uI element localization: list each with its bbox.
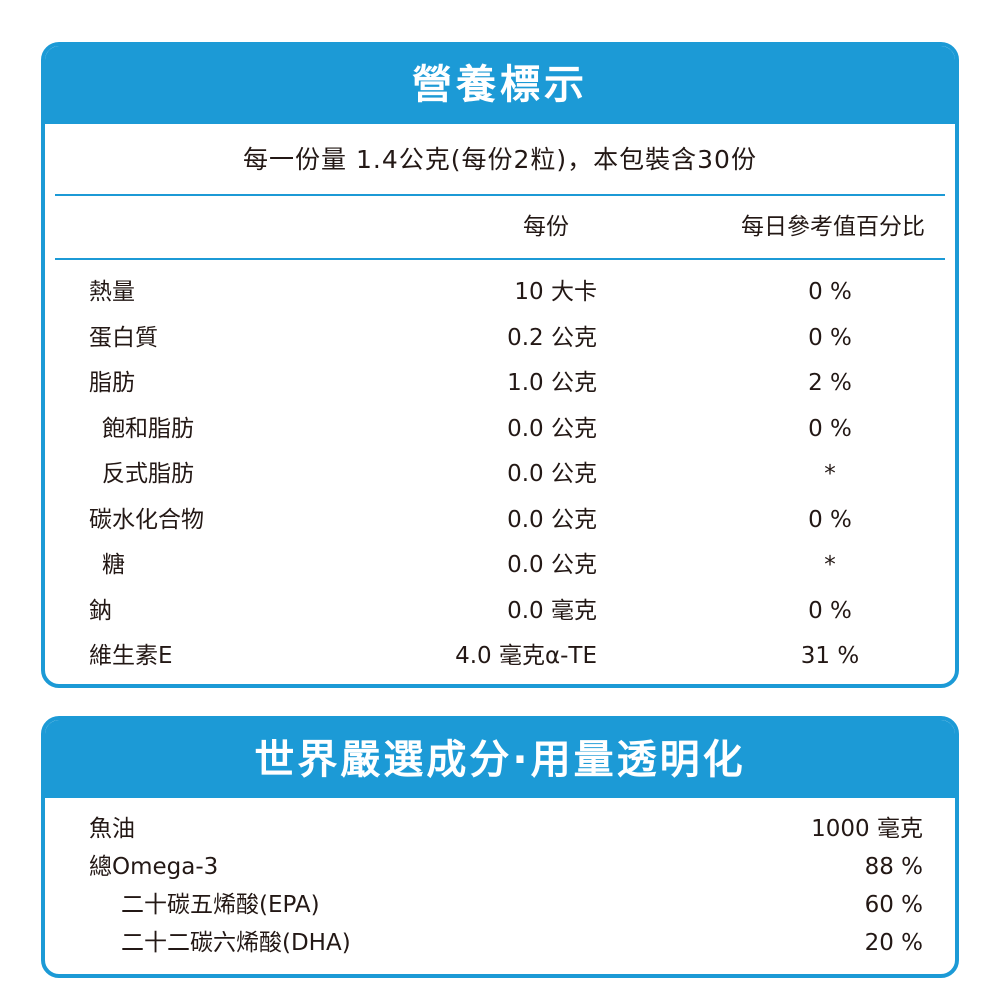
nutrient-amount: 10 大卡 (514, 279, 597, 305)
ingredient-name: 二十二碳六烯酸(DHA) (121, 930, 351, 956)
nutrient-daily-percent: 0 % (808, 324, 852, 351)
nutrition-row: 維生素E 4.0 毫克α-TE 31 % (45, 634, 955, 680)
nutrient-amount: 0.0 毫克 (507, 597, 597, 624)
nutrition-row: 熱量 10 大卡 0 % (45, 270, 955, 316)
ingredient-rows: 魚油 1000 毫克總Omega-3 88 % 二十碳五烯酸(EPA) 60 % 二十二碳… (45, 798, 955, 962)
ingredient-amount: 1000 毫克 (811, 816, 923, 842)
ingredient-row: 總Omega-3 88 % (45, 848, 955, 886)
ingredient-amount: 20 % (864, 930, 923, 956)
daily-value-header: 每日參考值百分比 (741, 214, 925, 240)
nutrition-row: 飽和脂肪 0.0 公克 0 % (45, 407, 955, 453)
nutrition-rows: 熱量 10 大卡 0 % 蛋白質 0.2 公克 0 % 脂肪 1.0 公克 2 % 飽和脂肪 0.0… (45, 260, 955, 680)
nutrient-daily-percent: * (824, 461, 836, 487)
nutrient-name: 糖 (102, 552, 125, 578)
nutrient-name: 飽和脂肪 (102, 415, 194, 442)
ingredient-row: 二十碳五烯酸(EPA) 60 % (45, 886, 955, 924)
nutrient-daily-percent: * (824, 552, 836, 578)
nutrient-name: 反式脂肪 (102, 461, 194, 487)
ingredient-amount: 88 % (864, 854, 923, 880)
nutrition-row: 蛋白質 0.2 公克 0 % (45, 316, 955, 362)
nutrient-amount: 0.0 公克 (507, 415, 597, 442)
nutrient-daily-percent: 2 % (808, 370, 852, 396)
nutrient-daily-percent: 0 % (808, 506, 852, 533)
nutrient-amount: 0.0 公克 (507, 506, 597, 533)
ingredient-name: 總Omega-3 (89, 854, 219, 880)
nutrient-amount: 4.0 毫克α-TE (455, 643, 597, 669)
nutrient-daily-percent: 31 % (800, 643, 860, 669)
nutrient-name: 熱量 (89, 279, 135, 305)
nutrition-row: 脂肪 1.0 公克 2 % (45, 361, 955, 407)
ingredient-row: 魚油 1000 毫克 (45, 810, 955, 848)
ingredients-panel: 世界嚴選成分·用量透明化 魚油 1000 毫克總Omega-3 88 % 二十碳五烯酸… (41, 716, 959, 978)
nutrient-name: 蛋白質 (89, 324, 158, 351)
nutrient-amount: 0.0 公克 (507, 461, 597, 487)
nutrient-daily-percent: 0 % (808, 415, 852, 442)
nutrition-row: 糖 0.0 公克 * (45, 543, 955, 589)
ingredients-title: 世界嚴選成分·用量透明化 (45, 720, 955, 798)
nutrient-name: 維生素E (89, 643, 173, 669)
nutrition-facts-panel: 營養標示 每一份量 1.4公克(每份2粒)，本包裝含30份 每份 每日參考值百分… (41, 42, 959, 688)
ingredient-name: 魚油 (89, 816, 135, 842)
column-header-row: 每份 每日參考值百分比 (55, 196, 945, 260)
nutrition-row: 反式脂肪 0.0 公克 * (45, 452, 955, 498)
nutrient-daily-percent: 0 % (808, 597, 852, 624)
nutrient-daily-percent: 0 % (808, 279, 852, 305)
ingredient-row: 二十二碳六烯酸(DHA) 20 % (45, 924, 955, 962)
nutrient-amount: 0.0 公克 (507, 552, 597, 578)
ingredient-name: 二十碳五烯酸(EPA) (121, 892, 320, 918)
per-serving-header: 每份 (523, 214, 569, 240)
nutrient-amount: 0.2 公克 (507, 324, 597, 351)
serving-size-text: 每一份量 1.4公克(每份2粒)，本包裝含30份 (55, 124, 945, 196)
nutrient-name: 碳水化合物 (89, 506, 204, 533)
nutrition-title: 營養標示 (45, 46, 955, 124)
nutrient-amount: 1.0 公克 (507, 370, 597, 396)
nutrition-row: 鈉 0.0 毫克 0 % (45, 589, 955, 635)
nutrient-name: 脂肪 (89, 370, 135, 396)
nutrition-row: 碳水化合物 0.0 公克 0 % (45, 498, 955, 544)
nutrient-name: 鈉 (89, 597, 112, 624)
ingredient-amount: 60 % (864, 892, 923, 918)
